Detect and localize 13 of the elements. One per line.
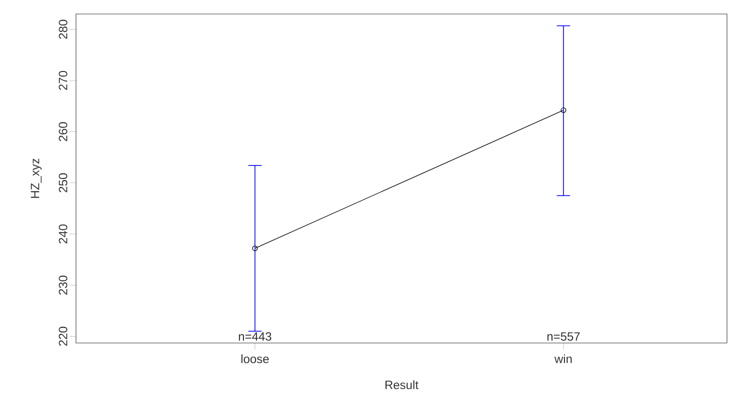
y-tick-label: 260 — [58, 122, 68, 142]
y-tick-label: 270 — [58, 70, 68, 90]
x-axis-title: Result — [385, 380, 418, 390]
y-tick-label: 280 — [58, 20, 68, 39]
y-tick-label: 240 — [58, 224, 68, 244]
annotation: n=443 — [238, 332, 272, 341]
y-tick-label: 220 — [58, 326, 68, 346]
x-tick-label: loose — [241, 354, 269, 364]
y-tick-label: 250 — [58, 173, 68, 192]
y-tick-label: 230 — [58, 276, 68, 295]
annotation: n=557 — [547, 332, 580, 341]
y-axis-title: HZ_xyz — [30, 158, 42, 198]
x-tick-label: win — [554, 354, 572, 364]
